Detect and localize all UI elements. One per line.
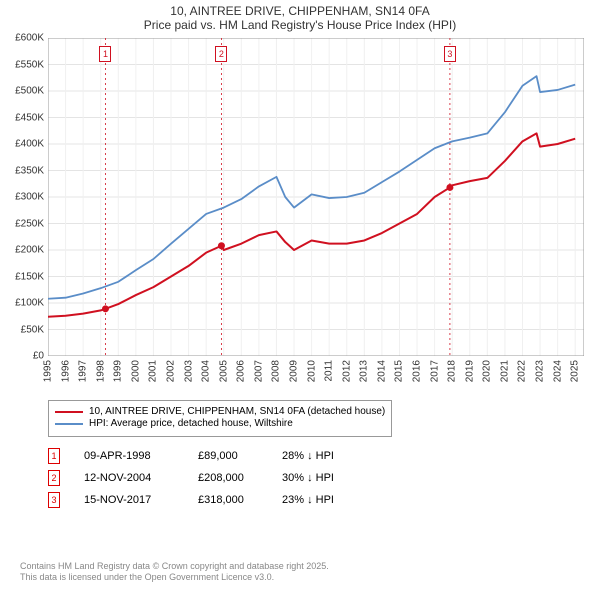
footer-line2: This data is licensed under the Open Gov… [20,572,329,584]
legend-swatch [55,411,83,413]
chart-title-line1: 10, AINTREE DRIVE, CHIPPENHAM, SN14 0FA [0,4,600,18]
x-tick-label: 2014 [376,360,387,382]
x-tick-label: 2015 [394,360,405,382]
y-tick-label: £550K [0,59,44,70]
x-tick-label: 2003 [183,360,194,382]
x-tick-label: 2000 [130,360,141,382]
transaction-date: 09-APR-1998 [84,450,174,462]
x-tick-label: 2010 [306,360,317,382]
y-tick-label: £300K [0,192,44,203]
y-tick-label: £600K [0,33,44,44]
x-tick-label: 2009 [289,360,300,382]
transaction-row: 1 09-APR-1998 £89,000 28% ↓ HPI [48,448,334,464]
x-tick-label: 2005 [218,360,229,382]
transaction-diff: 23% ↓ HPI [282,494,334,506]
transaction-price: £208,000 [198,472,258,484]
x-tick-label: 2001 [148,360,159,382]
y-tick-label: £350K [0,165,44,176]
x-tick-label: 2007 [253,360,264,382]
legend-item: 10, AINTREE DRIVE, CHIPPENHAM, SN14 0FA … [55,406,385,417]
x-tick-label: 2017 [429,360,440,382]
transaction-price: £318,000 [198,494,258,506]
legend-label: 10, AINTREE DRIVE, CHIPPENHAM, SN14 0FA … [89,406,385,417]
transaction-diff: 30% ↓ HPI [282,472,334,484]
x-tick-label: 1995 [43,360,54,382]
transaction-marker: 2 [48,470,60,486]
x-tick-label: 2016 [412,360,423,382]
transaction-marker: 1 [48,448,60,464]
transaction-table: 1 09-APR-1998 £89,000 28% ↓ HPI 2 12-NOV-2004… [48,442,334,514]
y-tick-label: £450K [0,112,44,123]
x-tick-label: 1999 [113,360,124,382]
chart-title-line2: Price paid vs. HM Land Registry's House … [0,18,600,32]
x-tick-label: 2004 [201,360,212,382]
y-tick-label: £500K [0,86,44,97]
x-tick-label: 2012 [341,360,352,382]
x-tick-label: 2006 [236,360,247,382]
x-tick-label: 2023 [535,360,546,382]
x-tick-label: 2013 [359,360,370,382]
x-tick-label: 2019 [464,360,475,382]
transaction-date: 15-NOV-2017 [84,494,174,506]
sale-marker-3: 3 [444,46,456,62]
x-tick-label: 1998 [95,360,106,382]
transaction-price: £89,000 [198,450,258,462]
y-tick-label: £400K [0,139,44,150]
x-tick-label: 2025 [570,360,581,382]
footer-line1: Contains HM Land Registry data © Crown c… [20,561,329,573]
x-tick-label: 2024 [552,360,563,382]
transaction-date: 12-NOV-2004 [84,472,174,484]
y-tick-label: £100K [0,298,44,309]
transaction-row: 3 15-NOV-2017 £318,000 23% ↓ HPI [48,492,334,508]
y-tick-label: £250K [0,218,44,229]
x-tick-label: 2002 [166,360,177,382]
y-tick-label: £200K [0,245,44,256]
y-tick-label: £50K [0,324,44,335]
legend-label: HPI: Average price, detached house, Wilt… [89,418,293,429]
x-tick-label: 2018 [447,360,458,382]
sale-marker-1: 1 [99,46,111,62]
x-tick-label: 2011 [324,360,335,382]
x-tick-label: 2021 [499,360,510,382]
x-tick-label: 2022 [517,360,528,382]
footer-attribution: Contains HM Land Registry data © Crown c… [20,561,329,584]
legend-item: HPI: Average price, detached house, Wilt… [55,418,385,429]
y-tick-label: £150K [0,271,44,282]
x-tick-label: 1997 [78,360,89,382]
x-tick-label: 2008 [271,360,282,382]
sale-marker-2: 2 [215,46,227,62]
x-tick-label: 2020 [482,360,493,382]
x-tick-label: 1996 [60,360,71,382]
transaction-row: 2 12-NOV-2004 £208,000 30% ↓ HPI [48,470,334,486]
legend-swatch [55,423,83,425]
y-tick-label: £0 [0,351,44,362]
transaction-diff: 28% ↓ HPI [282,450,334,462]
chart-plot-area [48,38,584,356]
transaction-marker: 3 [48,492,60,508]
chart-legend: 10, AINTREE DRIVE, CHIPPENHAM, SN14 0FA … [48,400,392,437]
